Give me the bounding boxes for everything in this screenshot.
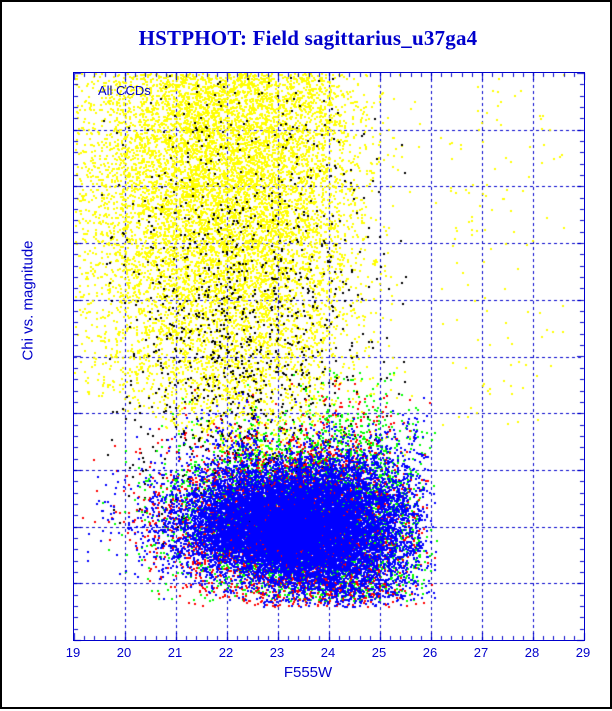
x-axis-label: F555W xyxy=(283,664,333,681)
plot-area: All CCDs xyxy=(66,65,606,665)
axis-tick-marks xyxy=(66,65,606,665)
page-title: HSTPHOT: Field sagittarius_u37ga4 xyxy=(138,26,478,50)
plot-annotation: All CCDs xyxy=(98,83,151,98)
